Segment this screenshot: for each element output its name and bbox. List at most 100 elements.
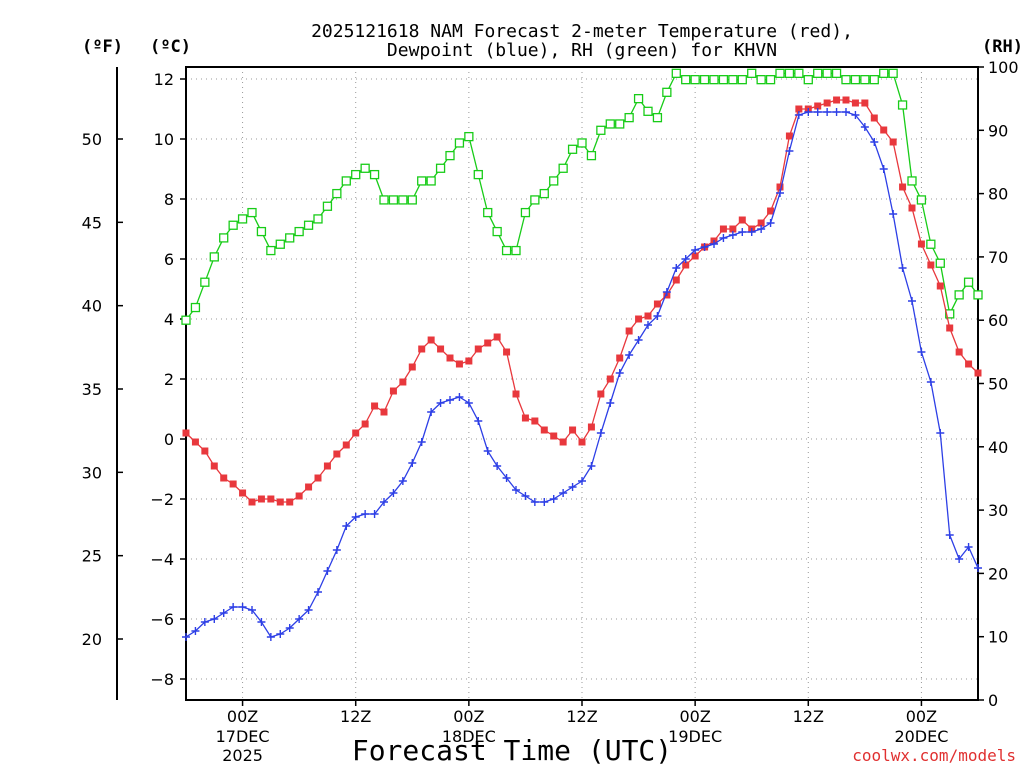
rh-point: [652, 112, 663, 123]
rh-point: [435, 163, 446, 173]
temperature-point: [719, 225, 727, 233]
date-tick-label: 17DEC: [216, 727, 270, 746]
temperature-point: [776, 183, 784, 191]
dewpoint-point: [662, 288, 671, 296]
temperature-point: [389, 387, 397, 395]
dewpoint-point: [229, 603, 238, 611]
fahrenheit-tick-label: 50: [82, 130, 102, 149]
dewpoint-point: [483, 447, 492, 455]
rh-axis: 0 10 20 30 40 50 60 70 80 90 100: [978, 58, 1019, 710]
rh-point: [351, 169, 361, 180]
temperature-point: [587, 423, 595, 431]
dewpoint-point: [578, 477, 586, 485]
temperature-point: [917, 240, 925, 248]
dewpoint-point: [417, 438, 426, 446]
temperature-point: [795, 105, 803, 113]
fahrenheit-tick-label: 30: [82, 463, 102, 482]
dewpoint-point: [955, 555, 964, 563]
rh-point: [190, 302, 201, 313]
rh-point: [473, 169, 483, 180]
temperature-point: [672, 276, 680, 284]
dewpoint-point: [464, 399, 473, 407]
plot-frame: [185, 66, 979, 701]
rh-tick-label: 100: [988, 58, 1019, 77]
rh-point: [954, 290, 964, 300]
time-tick-label: 00Z: [679, 707, 710, 726]
dewpoint-point: [530, 498, 539, 506]
temperature-point: [342, 441, 350, 449]
temperature-point: [550, 432, 558, 440]
temperature-point: [616, 354, 624, 362]
temperature-point: [408, 363, 416, 371]
rh-point: [633, 94, 644, 104]
temperature-point: [974, 369, 982, 377]
dewpoint-point: [474, 417, 483, 425]
celsius-tick-label: 10: [154, 130, 174, 149]
date-tick-label: 18DEC: [442, 727, 496, 746]
temperature-point: [257, 495, 265, 503]
dewpoint-point: [266, 633, 275, 641]
temperature-point: [606, 375, 614, 383]
temperature-point: [295, 492, 303, 500]
temperature-point: [757, 219, 765, 227]
temperature-point: [965, 360, 973, 368]
dewpoint-point: [521, 492, 530, 500]
temperature-point: [597, 390, 605, 398]
rh-point: [398, 195, 408, 205]
rh-series: [181, 68, 983, 325]
rh-point: [275, 239, 285, 249]
celsius-tick-label: 4: [164, 310, 174, 329]
temperature-point: [314, 474, 322, 482]
dewpoint-point: [719, 234, 728, 242]
rh-point: [200, 277, 210, 287]
temperature-point: [889, 138, 897, 146]
dewpoint-point: [182, 633, 190, 641]
temperature-point: [276, 498, 284, 506]
rh-point: [558, 163, 568, 173]
temperature-point: [323, 462, 331, 470]
rh-point: [313, 214, 323, 224]
temperature-point: [908, 204, 916, 212]
dewpoint-point: [446, 396, 454, 404]
fahrenheit-tick-label: 35: [82, 380, 102, 399]
dewpoint-point: [342, 522, 351, 530]
time-tick-label: 12Z: [793, 707, 824, 726]
temperature-point: [880, 126, 888, 134]
rh-point: [756, 75, 766, 85]
dewpoint-point: [257, 618, 266, 626]
temperature-point: [210, 462, 218, 470]
dewpoint-point: [596, 429, 605, 437]
rh-point: [728, 75, 738, 85]
temperature-point: [691, 252, 699, 260]
dewpoint-point: [785, 147, 794, 155]
rh-point: [718, 75, 729, 85]
temperature-point: [465, 357, 473, 365]
temperature-point: [899, 183, 907, 191]
dewpoint-point: [502, 474, 511, 482]
dewpoint-point: [860, 123, 869, 131]
dewpoint-point: [351, 513, 360, 521]
rh-tick-label: 10: [988, 628, 1008, 647]
rh-point: [379, 195, 389, 205]
rh-point: [699, 75, 710, 85]
temperature-point: [861, 99, 869, 107]
temperature-point: [842, 96, 850, 104]
temperature-point: [833, 96, 841, 104]
rh-point: [803, 75, 813, 85]
fahrenheit-axis: 20 25 30 35 40 45 50: [82, 130, 123, 649]
celsius-unit-label: (ºC): [150, 37, 191, 57]
rh-tick-label: 0: [988, 691, 998, 710]
dewpoint-point: [757, 225, 766, 233]
temperature-point: [437, 345, 445, 353]
dewpoint-line: [185, 111, 979, 638]
rh-point: [850, 75, 861, 85]
temperature-point: [399, 378, 407, 386]
temperature-point: [682, 261, 690, 269]
dewpoint-point: [191, 627, 200, 635]
rh-point: [369, 169, 380, 180]
temperature-point: [474, 345, 482, 353]
dewpoint-point: [936, 429, 945, 437]
celsius-tick-label: 8: [164, 190, 174, 209]
rh-point: [511, 245, 521, 256]
